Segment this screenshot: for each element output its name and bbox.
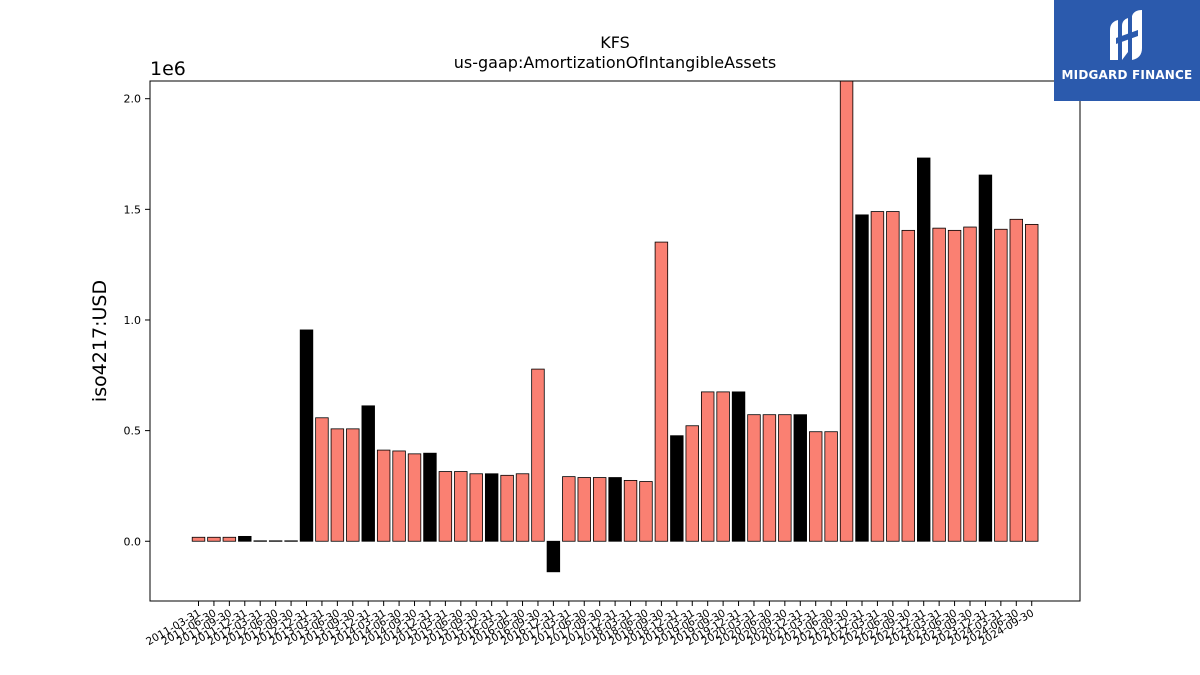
y-scale-label: 1e6 — [150, 58, 186, 80]
bar-2014-03-31 — [376, 449, 391, 542]
bar-2017-06-30 — [577, 477, 591, 542]
chart-subtitle: us-gaap:AmortizationOfIntangibleAssets — [454, 53, 776, 72]
bar-2024-09-30 — [1025, 223, 1039, 542]
bar-2016-03-31 — [500, 474, 514, 542]
bar-2013-09-30 — [346, 428, 360, 542]
bar-2015-12-31 — [484, 473, 499, 542]
y-tick-label: 0.0 — [124, 535, 142, 548]
bar-2021-09-30 — [839, 80, 854, 542]
bar-2016-06-30 — [515, 473, 530, 542]
y-axis: 0.0 0.5 1.0 1.5 2.0 — [124, 93, 150, 548]
bar-2017-03-31 — [562, 476, 576, 542]
bar-2020-06-30 — [762, 414, 777, 542]
bar-2014-12-31 — [423, 452, 437, 542]
bar-2011-06-30 — [207, 536, 221, 542]
bars-group — [191, 80, 1039, 573]
bar-2018-09-30 — [654, 241, 669, 542]
brand-name: MIDGARD FINANCE — [1061, 68, 1193, 82]
bar-2019-03-31 — [685, 425, 699, 542]
bar-2022-12-31 — [917, 157, 931, 542]
bar-2022-09-30 — [901, 229, 915, 542]
bar-2023-06-30 — [947, 229, 962, 542]
bar-2015-06-30 — [454, 471, 468, 542]
bar-2012-03-31 — [253, 540, 267, 542]
bar-2016-12-31 — [546, 540, 561, 573]
bar-2019-12-31 — [731, 391, 746, 542]
y-tick-label: 2.0 — [124, 93, 142, 106]
bar-2013-12-31 — [361, 405, 375, 542]
bar-2015-03-31 — [438, 471, 453, 542]
bar-2019-06-30 — [700, 391, 715, 542]
bar-2014-09-30 — [407, 453, 422, 542]
bar-2019-09-30 — [716, 391, 730, 542]
bar-2022-03-31 — [870, 211, 885, 542]
midgard-logo-icon — [1110, 10, 1142, 60]
bar-2022-06-30 — [886, 211, 900, 542]
chart-title: KFS — [600, 33, 630, 52]
bar-2021-03-31 — [809, 431, 823, 542]
bar-2021-06-30 — [824, 431, 838, 542]
bar-2013-06-30 — [330, 428, 345, 542]
bar-2018-06-30 — [639, 481, 653, 542]
bar-2023-12-31 — [978, 174, 993, 542]
y-tick-label: 0.5 — [124, 425, 142, 438]
bar-2024-06-30 — [1009, 218, 1023, 542]
bar-2011-03-31 — [191, 536, 206, 542]
bar-2018-12-31 — [670, 435, 684, 542]
bar-2011-09-30 — [222, 536, 237, 542]
bar-2016-09-30 — [531, 368, 545, 542]
bar-2023-03-31 — [932, 227, 946, 542]
bar-2012-06-30 — [268, 540, 283, 542]
bar-2021-12-31 — [855, 214, 869, 542]
x-axis: 2011-03-312011-06-302011-09-302011-12-31… — [144, 601, 1036, 648]
bar-2012-09-30 — [284, 540, 298, 542]
y-tick-label: 1.0 — [124, 314, 142, 327]
bar-2011-12-31 — [238, 535, 252, 542]
plot-frame — [149, 80, 1081, 602]
bar-2020-03-31 — [747, 414, 761, 542]
bar-2018-03-31 — [623, 479, 638, 542]
bar-2020-09-30 — [778, 414, 792, 542]
bar-2020-12-31 — [793, 414, 807, 542]
bar-2015-09-30 — [469, 473, 483, 542]
bar-2023-09-30 — [963, 226, 977, 542]
bar-2013-03-31 — [315, 417, 329, 542]
y-tick-label: 1.5 — [124, 203, 142, 216]
bar-2017-12-31 — [608, 477, 622, 542]
y-axis-label: iso4217:USD — [89, 280, 111, 402]
bar-2024-03-31 — [994, 228, 1008, 542]
bar-2012-12-31 — [299, 329, 314, 542]
bar-2014-06-30 — [392, 450, 406, 542]
bar-2017-09-30 — [592, 477, 607, 542]
brand-logo: MIDGARD FINANCE — [1054, 0, 1200, 101]
